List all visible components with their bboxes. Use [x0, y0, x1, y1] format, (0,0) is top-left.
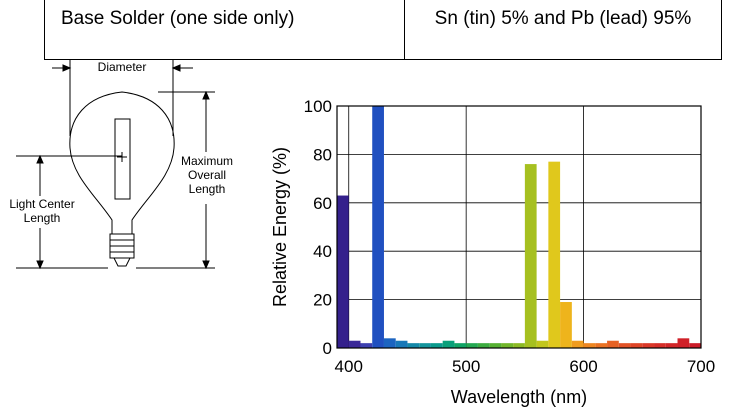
y-tick-label: 0	[323, 339, 332, 358]
spectrum-bar	[642, 343, 655, 348]
x-tick-label: 700	[687, 357, 715, 376]
spectrum-bar	[419, 343, 431, 348]
lcl-line-2: Length	[23, 211, 61, 225]
x-tick-label: 500	[452, 357, 480, 376]
spectrum-bar	[372, 106, 384, 348]
y-tick-label: 80	[313, 145, 332, 164]
spectrum-bar	[595, 343, 608, 348]
y-tick-label: 40	[313, 242, 332, 261]
chart-grid	[337, 106, 701, 348]
spec-table-row: Base Solder (one side only) Sn (tin) 5% …	[44, 0, 722, 60]
spectrum-bar	[536, 340, 549, 348]
base-solder-value: Sn (tin) 5% and Pb (lead) 95%	[404, 0, 722, 60]
spectrum-bar	[560, 302, 572, 348]
spectrum-bar	[524, 164, 537, 348]
spectrum-bar	[630, 343, 643, 348]
lcl-line-1: Light Center	[9, 197, 75, 211]
spectrum-bar	[571, 340, 584, 348]
x-axis-label: Wavelength (nm)	[451, 387, 587, 407]
spectral-chart: 400 500 600 700 0 20 40 60 80 100 Wavelength (nm…	[260, 90, 730, 411]
spectrum-bar	[360, 343, 373, 348]
spectrum-bar	[348, 340, 361, 348]
spectrum-bar	[395, 340, 408, 348]
base-solder-label: Base Solder (one side only)	[44, 0, 404, 60]
spectrum-bar	[477, 343, 490, 348]
spectrum-bar	[501, 343, 514, 348]
lamp-dimension-diagram: Diameter Maximum Overall Length Light Ce…	[0, 56, 250, 276]
y-tick-label: 20	[313, 291, 332, 310]
y-axis-label: Relative Energy (%)	[270, 147, 290, 307]
spectrum-bar	[677, 338, 690, 348]
spectrum-bar	[548, 161, 561, 348]
max-length-line-3: Length	[188, 182, 226, 196]
spectrum-bar	[583, 343, 596, 348]
spectrum-bar	[665, 343, 678, 348]
spectrum-bar	[454, 343, 467, 348]
spectrum-bar	[337, 195, 349, 348]
max-length-label: Maximum Overall Length	[172, 154, 242, 196]
plot-frame	[336, 105, 702, 349]
spectrum-bar	[513, 343, 525, 348]
spectrum-bar	[430, 343, 443, 348]
spectrum-bar	[607, 340, 619, 348]
spectrum-bar	[442, 340, 455, 348]
spectrum-bar	[489, 343, 502, 348]
y-tick-labels: 0 20 40 60 80 100	[304, 97, 332, 358]
spectrum-bar	[689, 343, 701, 348]
spectrum-bar	[654, 343, 666, 348]
y-tick-label: 100	[304, 97, 332, 116]
x-tick-label: 600	[569, 357, 597, 376]
spectrum-bar	[466, 343, 478, 348]
chart-bars	[337, 106, 701, 348]
max-length-line-1: Maximum	[180, 154, 233, 168]
y-tick-label: 60	[313, 194, 332, 213]
x-tick-labels: 400 500 600 700	[335, 357, 716, 376]
diameter-label: Diameter	[97, 60, 147, 74]
spectrum-bar	[383, 338, 396, 348]
spec-table: Base Solder (one side only) Sn (tin) 5% …	[44, 0, 722, 60]
spectral-chart-svg: 400 500 600 700 0 20 40 60 80 100 Wavelength (nm…	[270, 97, 716, 407]
max-length-line-2: Overall	[187, 168, 226, 182]
light-center-length-label: Light Center Length	[2, 197, 82, 225]
lamp-outline-icon	[16, 60, 215, 270]
spectrum-bar	[618, 343, 631, 348]
x-tick-label: 400	[335, 357, 363, 376]
spectrum-bar	[407, 343, 420, 348]
